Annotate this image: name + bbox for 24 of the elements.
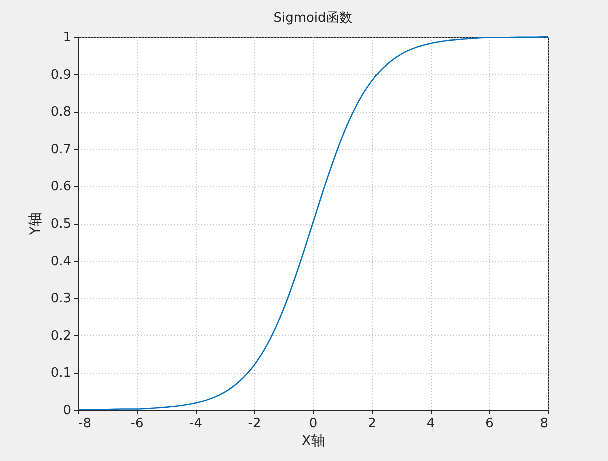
x-tick-label: -8 — [78, 416, 92, 432]
x-axis-title: X轴 — [302, 434, 326, 450]
x-tick-label: -4 — [190, 416, 202, 432]
y-tick-label: 0.3 — [50, 292, 72, 307]
y-tick-label: 0.2 — [50, 328, 72, 344]
x-tick-label: 8 — [540, 416, 548, 432]
x-tick-label: 4 — [426, 416, 436, 432]
x-tick-label: 6 — [486, 416, 494, 432]
y-tick-label: 0.6 — [50, 180, 72, 195]
x-tick-label: 0 — [309, 416, 318, 432]
y-tick-label: 0.9 — [50, 68, 72, 83]
chart-title: Sigmoid函数 — [274, 11, 352, 26]
x-tick-label: 2 — [368, 416, 376, 432]
x-tick-label: -2 — [248, 416, 262, 432]
x-tick-label: -6 — [130, 416, 144, 432]
y-tick-label: 0 — [63, 404, 72, 418]
line-series — [77, 36, 549, 411]
y-tick-label: 1 — [63, 30, 72, 46]
y-tick-label: 0.1 — [50, 366, 72, 382]
y-tick-label: 0.7 — [50, 142, 72, 158]
y-tick-label: 0.8 — [50, 105, 72, 120]
y-tick-label: 0.4 — [50, 254, 72, 270]
y-tick-label: 0.5 — [50, 217, 72, 232]
y-axis-title: Y轴 — [28, 212, 44, 236]
